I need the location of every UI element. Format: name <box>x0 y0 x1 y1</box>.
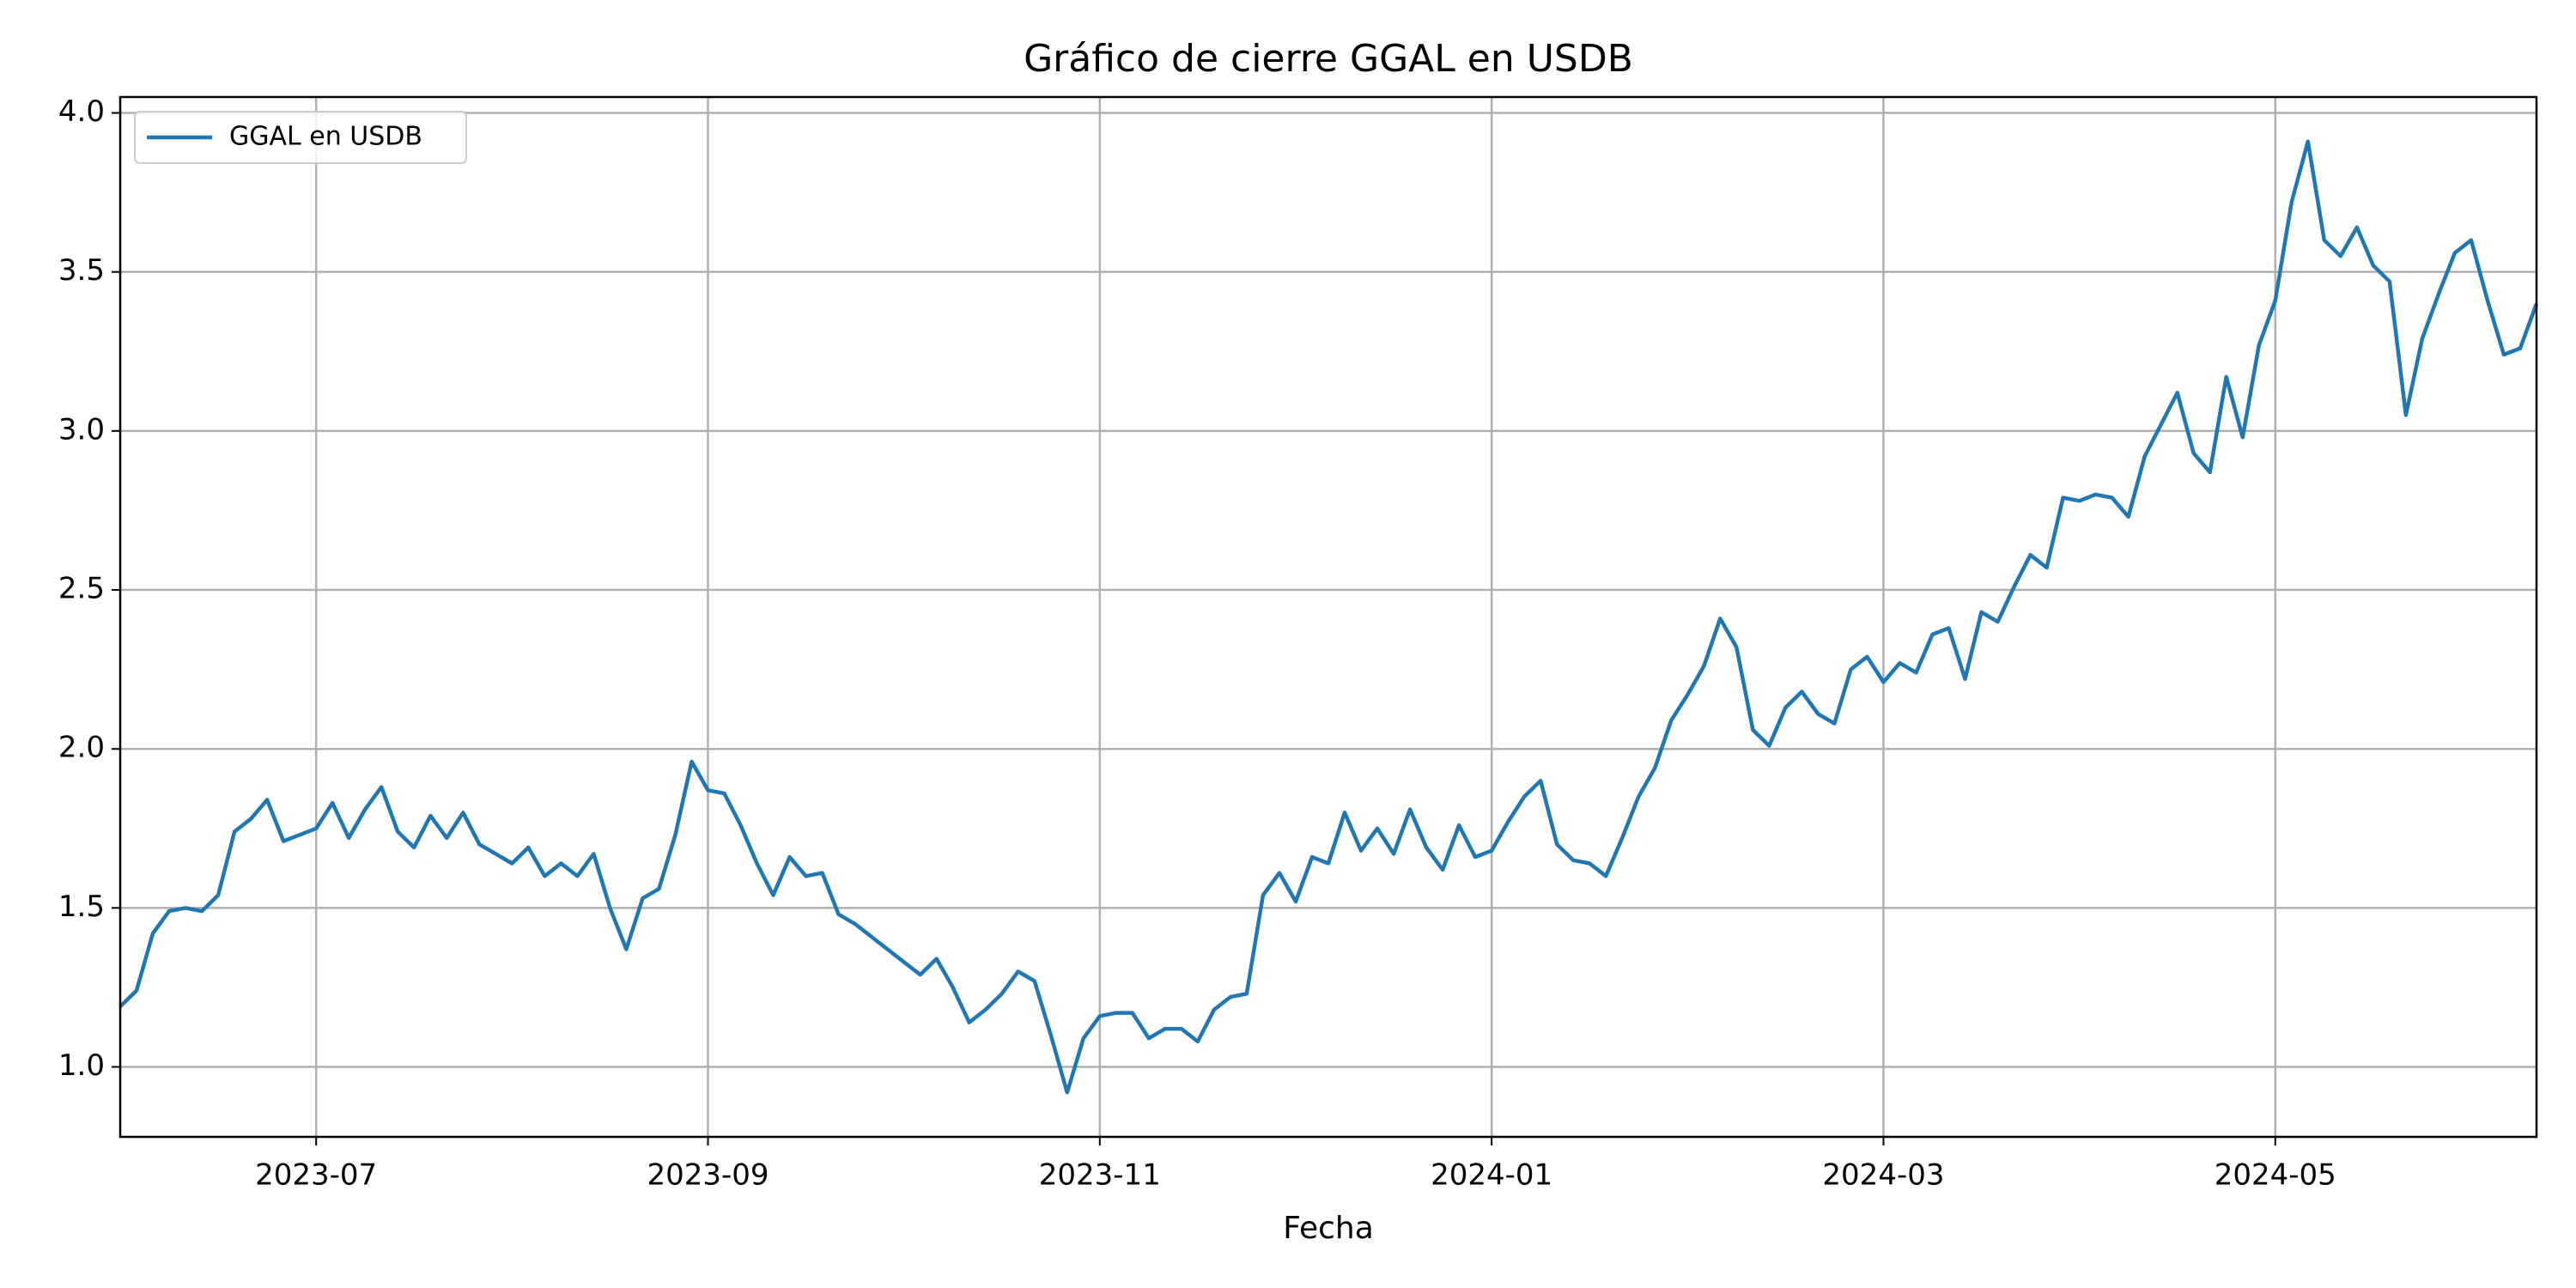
x-tick-label: 2023-07 <box>255 1158 377 1193</box>
y-tick-label: 3.5 <box>58 253 105 288</box>
y-tick-label: 3.0 <box>58 412 105 447</box>
y-tick-label: 1.0 <box>58 1048 105 1083</box>
x-tick-label: 2023-11 <box>1039 1158 1161 1193</box>
x-tick-label: 2023-09 <box>647 1158 769 1193</box>
y-tick-label: 1.5 <box>58 890 105 924</box>
x-axis-label: Fecha <box>1283 1211 1374 1246</box>
legend-box <box>134 111 467 164</box>
data-line <box>118 139 2539 1095</box>
x-tick-label: 2024-05 <box>2215 1158 2336 1193</box>
plot-frame <box>118 95 2538 1139</box>
y-tick-label: 2.0 <box>58 731 105 765</box>
legend-label: GGAL en USDB <box>229 122 422 152</box>
x-tick-label: 2024-01 <box>1431 1158 1552 1193</box>
chart-title: Gráfico de cierre GGAL en USDB <box>1024 37 1633 81</box>
x-tick-label: 2024-03 <box>1822 1158 1944 1193</box>
legend: GGAL en USDB <box>134 111 467 164</box>
y-tick-label: 4.0 <box>58 94 105 129</box>
y-tick-label: 2.5 <box>58 572 105 606</box>
